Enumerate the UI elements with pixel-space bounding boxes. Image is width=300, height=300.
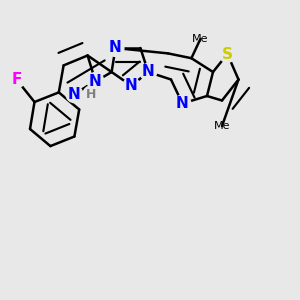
Text: Me: Me	[192, 34, 209, 44]
Text: N: N	[142, 64, 155, 80]
Circle shape	[107, 40, 124, 56]
Text: N: N	[176, 96, 189, 111]
Text: N: N	[109, 40, 122, 56]
Circle shape	[123, 77, 140, 94]
Circle shape	[87, 73, 104, 89]
Circle shape	[66, 86, 83, 103]
Text: H: H	[86, 88, 97, 101]
Text: N: N	[125, 78, 138, 93]
Circle shape	[219, 46, 236, 62]
Text: N: N	[89, 74, 102, 88]
Text: Me: Me	[214, 121, 230, 131]
Circle shape	[8, 71, 25, 88]
Circle shape	[140, 64, 157, 80]
Circle shape	[83, 86, 100, 103]
Text: F: F	[11, 72, 22, 87]
Circle shape	[174, 95, 191, 112]
Text: S: S	[222, 46, 233, 62]
Text: N: N	[68, 87, 81, 102]
